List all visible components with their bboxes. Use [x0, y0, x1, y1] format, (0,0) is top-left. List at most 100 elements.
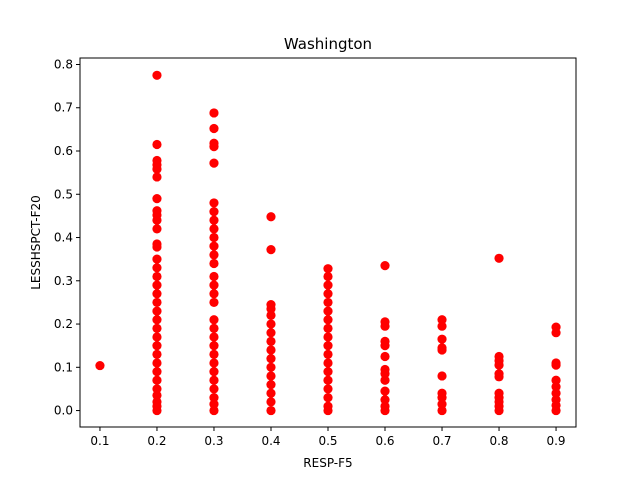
y-tick-label: 0.3 — [54, 274, 73, 288]
data-point — [323, 358, 333, 368]
data-points — [95, 70, 561, 416]
data-point — [209, 250, 219, 260]
data-point — [152, 306, 162, 316]
data-point — [323, 323, 333, 333]
data-point — [209, 349, 219, 359]
y-tick-label: 0.2 — [54, 317, 73, 331]
x-axis-label: RESP-F5 — [303, 456, 352, 470]
data-point — [152, 341, 162, 351]
data-point — [152, 280, 162, 290]
x-tick-label: 0.8 — [489, 434, 508, 448]
data-point — [152, 164, 162, 174]
data-point — [494, 405, 504, 416]
data-point — [152, 139, 162, 150]
x-tick-label: 0.5 — [318, 434, 337, 448]
data-point — [152, 323, 162, 333]
data-point — [209, 375, 219, 385]
data-point — [323, 271, 333, 282]
data-point — [266, 362, 276, 372]
data-point — [152, 215, 162, 225]
data-point — [209, 358, 219, 368]
data-point — [152, 384, 162, 394]
data-point — [152, 297, 162, 308]
x-tick-label: 0.1 — [90, 434, 109, 448]
data-point — [266, 405, 276, 416]
data-point — [152, 224, 162, 234]
x-tick-label: 0.2 — [147, 434, 166, 448]
data-point — [209, 332, 219, 342]
data-point — [209, 258, 219, 269]
data-point — [209, 158, 219, 168]
data-point — [266, 245, 276, 255]
x-tick-label: 0.6 — [375, 434, 394, 448]
data-point — [437, 334, 447, 344]
data-point — [152, 358, 162, 368]
data-point — [152, 193, 162, 204]
x-tick-label: 0.4 — [261, 434, 280, 448]
data-point — [266, 388, 276, 398]
data-point — [437, 392, 447, 403]
y-tick-label: 0.0 — [54, 404, 73, 418]
y-tick-label: 0.6 — [54, 144, 73, 158]
data-point — [266, 304, 276, 314]
y-tick-label: 0.7 — [54, 101, 73, 115]
data-point — [152, 349, 162, 359]
data-point — [209, 367, 219, 377]
plot-frame — [79, 57, 577, 428]
data-point — [266, 354, 276, 364]
x-axis-ticks: 0.1 0.2 0.3 0.4 0.5 0.6 0.7 0.8 0.9 — [90, 427, 566, 448]
data-point — [323, 384, 333, 394]
data-point — [209, 341, 219, 351]
data-point — [551, 375, 561, 385]
data-point — [209, 206, 219, 217]
data-point — [209, 215, 219, 225]
data-point — [209, 289, 219, 299]
data-point — [380, 386, 390, 396]
data-point — [380, 321, 390, 331]
y-tick-label: 0.5 — [54, 187, 73, 201]
data-point — [266, 397, 276, 407]
data-point — [437, 399, 447, 409]
data-point — [323, 332, 333, 342]
data-point — [437, 371, 447, 381]
data-point — [209, 315, 219, 325]
data-point — [380, 405, 390, 416]
data-point — [152, 315, 162, 325]
data-point — [323, 289, 333, 299]
data-point — [152, 390, 162, 401]
data-point — [323, 405, 333, 416]
y-axis-ticks: 0.0 0.1 0.2 0.3 0.4 0.5 0.6 0.7 0.8 — [54, 57, 80, 418]
data-point — [266, 319, 276, 329]
data-point — [551, 360, 561, 370]
x-tick-label: 0.7 — [432, 434, 451, 448]
data-point — [209, 224, 219, 234]
data-point — [209, 142, 219, 152]
data-point — [209, 280, 219, 290]
data-point — [380, 369, 390, 379]
data-point — [323, 297, 333, 308]
data-point — [323, 280, 333, 290]
data-point — [209, 232, 219, 243]
data-point — [209, 198, 219, 208]
data-point — [266, 310, 276, 320]
data-point — [152, 367, 162, 377]
data-point — [152, 405, 162, 416]
x-tick-label: 0.9 — [546, 434, 565, 448]
data-point — [380, 341, 390, 351]
data-point — [209, 392, 219, 403]
data-point — [209, 297, 219, 308]
data-point — [152, 172, 162, 182]
data-point — [323, 315, 333, 325]
data-point — [494, 372, 504, 382]
data-point — [437, 315, 447, 325]
data-point — [323, 375, 333, 385]
data-point — [551, 405, 561, 416]
data-point — [152, 242, 162, 252]
data-point — [152, 375, 162, 385]
data-point — [152, 289, 162, 299]
data-point — [266, 336, 276, 346]
data-point — [323, 367, 333, 377]
data-point — [152, 70, 162, 80]
